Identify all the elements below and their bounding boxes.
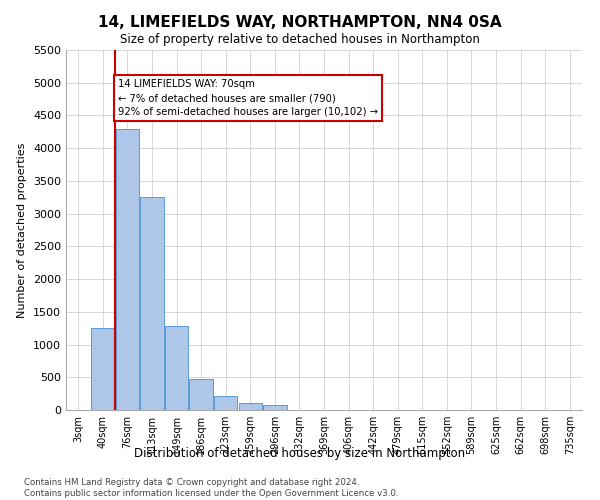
- Y-axis label: Number of detached properties: Number of detached properties: [17, 142, 28, 318]
- Text: Size of property relative to detached houses in Northampton: Size of property relative to detached ho…: [120, 32, 480, 46]
- Bar: [214, 396, 238, 410]
- Text: 14 LIMEFIELDS WAY: 70sqm
← 7% of detached houses are smaller (790)
92% of semi-d: 14 LIMEFIELDS WAY: 70sqm ← 7% of detache…: [118, 80, 377, 118]
- Bar: [116, 128, 139, 410]
- Bar: [91, 328, 115, 410]
- Text: Contains HM Land Registry data © Crown copyright and database right 2024.
Contai: Contains HM Land Registry data © Crown c…: [24, 478, 398, 498]
- Bar: [190, 378, 213, 410]
- Bar: [140, 198, 164, 410]
- Text: 14, LIMEFIELDS WAY, NORTHAMPTON, NN4 0SA: 14, LIMEFIELDS WAY, NORTHAMPTON, NN4 0SA: [98, 15, 502, 30]
- Bar: [165, 326, 188, 410]
- Bar: [239, 404, 262, 410]
- Bar: [263, 406, 287, 410]
- Text: Distribution of detached houses by size in Northampton: Distribution of detached houses by size …: [134, 448, 466, 460]
